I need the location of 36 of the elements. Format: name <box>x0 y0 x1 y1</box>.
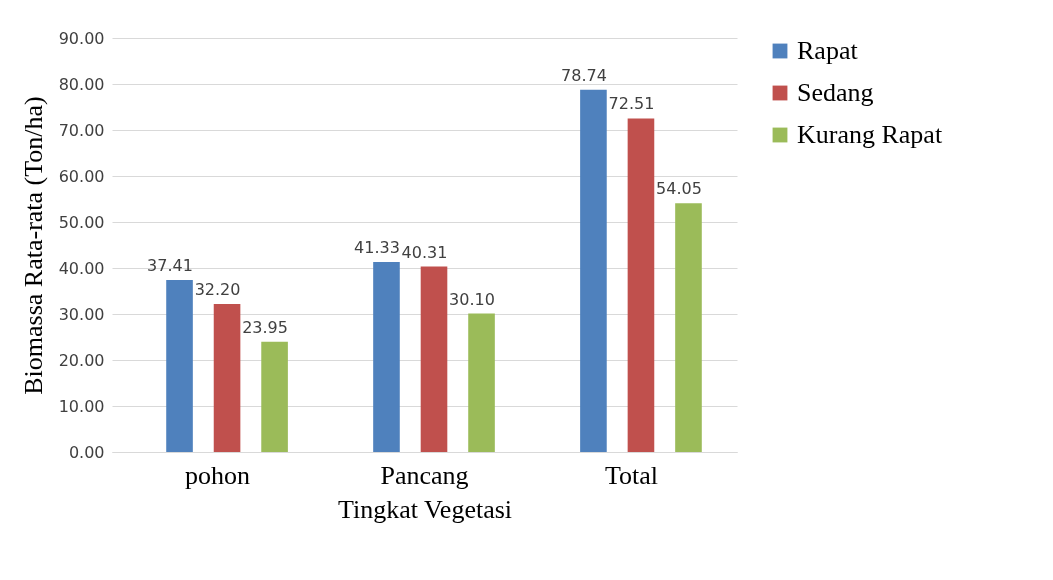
y-tick-label: 0.00 <box>68 442 105 462</box>
y-tick-label: 80.00 <box>58 74 105 94</box>
bar <box>420 266 448 452</box>
data-label: 72.51 <box>608 94 655 114</box>
bar <box>580 89 607 452</box>
data-label: 32.20 <box>194 279 241 299</box>
y-tick-label: 30.00 <box>58 304 105 324</box>
x-tick-label: Pancang <box>380 460 469 490</box>
bar <box>373 261 400 452</box>
bar <box>468 313 495 452</box>
legend-label: Rapat <box>797 36 859 65</box>
x-axis-title: Tingkat Vegetasi <box>337 494 513 524</box>
data-label: 37.41 <box>147 255 193 275</box>
data-label: 54.05 <box>656 179 702 199</box>
bar <box>627 118 655 452</box>
y-tick-label: 90.00 <box>58 28 105 48</box>
data-label: 78.74 <box>561 65 607 85</box>
y-tick-label: 60.00 <box>58 166 105 186</box>
y-tick-label: 40.00 <box>58 258 105 278</box>
data-label: 23.95 <box>242 317 288 337</box>
bar <box>213 303 241 452</box>
x-tick-label: pohon <box>185 460 251 490</box>
x-tick-label: Total <box>604 460 658 490</box>
data-label: 41.33 <box>354 237 400 257</box>
data-label: 40.31 <box>401 242 448 262</box>
bar <box>675 203 702 452</box>
y-tick-label: 50.00 <box>58 212 105 232</box>
legend-label: Sedang <box>797 78 874 107</box>
y-axis-title: Biomassa Rata-rata (Ton/ha) <box>18 96 48 395</box>
bar <box>261 341 288 452</box>
y-tick-label: 20.00 <box>58 350 105 370</box>
y-tick-label: 10.00 <box>58 396 105 416</box>
data-label: 30.10 <box>449 289 495 309</box>
legend-label: Kurang Rapat <box>797 120 943 149</box>
y-tick-label: 70.00 <box>58 120 105 140</box>
bar <box>166 279 193 452</box>
